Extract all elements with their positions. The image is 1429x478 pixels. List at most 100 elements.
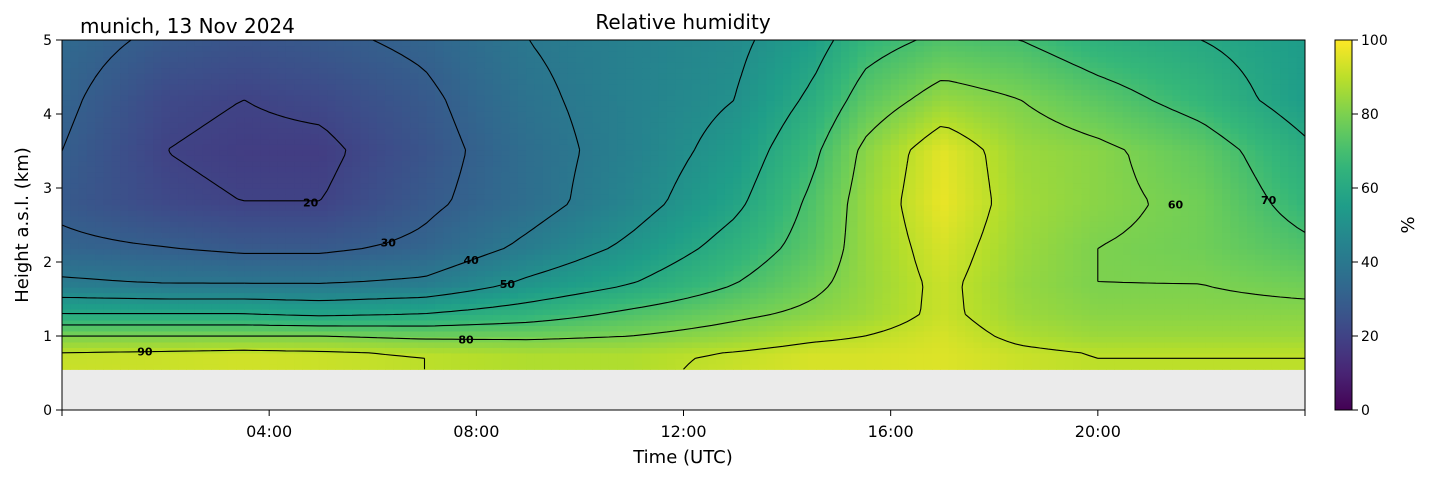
heat-cell [1288,341,1298,348]
heat-cell [683,336,693,343]
heat-cell [849,319,859,326]
heat-cell [658,292,668,299]
heat-cell [1246,210,1256,217]
heat-cell [816,254,825,261]
heat-cell [1072,210,1082,217]
heat-cell [816,319,825,326]
heat-cell [1263,237,1273,244]
heat-cell [202,243,212,250]
heat-cell [111,297,121,305]
heat-cell [244,319,254,326]
heat-cell [749,286,759,294]
heat-cell [244,330,254,337]
heat-cell [401,243,411,250]
heat-cell [277,314,287,321]
heat-cell [898,193,908,200]
heat-cell [1023,308,1033,316]
heat-cell [285,182,295,189]
heat-cell [1147,308,1157,316]
heat-cell [186,358,196,365]
heat-cell [476,243,486,250]
heat-cell [1213,358,1223,365]
heat-cell [534,248,544,255]
heat-cell [625,226,635,233]
heat-cell [459,248,469,255]
heat-cell [567,270,577,277]
heat-cell [898,270,908,277]
heat-cell [285,292,295,299]
heat-cell [882,352,892,359]
heat-cell [1188,281,1198,288]
heat-cell [816,341,825,348]
heat-cell [774,292,784,299]
heat-cell [584,303,593,310]
heat-cell [211,265,221,272]
heat-cell [840,188,850,195]
heat-cell [219,199,229,206]
heat-cell [1097,292,1107,299]
heat-cell [111,193,121,200]
heat-cell [1271,270,1281,277]
heat-cell [335,347,345,354]
heat-cell [716,352,726,359]
heat-cell [1072,259,1082,266]
heat-cell [642,243,651,250]
heat-cell [1147,243,1157,250]
heat-cell [981,243,991,250]
heat-cell [526,204,535,211]
heat-cell [724,188,734,195]
heat-cell [269,325,279,332]
heat-cell [227,276,237,283]
heat-cell [111,352,121,359]
heat-cell [716,193,726,200]
heat-cell [1064,347,1074,354]
heat-cell [981,210,991,217]
heat-cell [766,259,776,266]
heat-cell [857,330,867,337]
heat-cell [1188,243,1198,250]
heat-cell [285,188,295,195]
heat-cell [144,210,154,217]
heat-cell [658,243,668,250]
heat-cell [650,330,660,337]
heat-cell [1006,276,1016,283]
heat-cell [584,204,593,211]
heat-cell [1064,308,1074,316]
heat-cell [708,237,718,244]
heat-cell [343,319,353,326]
heat-cell [1288,314,1298,321]
heat-cell [169,243,179,250]
heat-cell [186,248,196,255]
heat-cell [932,232,941,239]
heat-cell [1230,226,1240,233]
heat-cell [1222,276,1232,283]
heat-cell [418,314,428,321]
heat-cell [956,226,966,233]
heat-cell [186,182,196,189]
heat-cell [1164,221,1174,228]
heat-cell [78,319,88,326]
heat-cell [600,286,610,294]
heat-cell [459,226,469,233]
heat-cell [202,341,212,348]
heat-cell [807,341,817,348]
heat-cell [70,188,80,195]
heat-cell [973,265,983,272]
heat-cell [318,314,328,321]
heat-cell [973,281,983,288]
heat-cell [1222,281,1232,288]
heat-cell [343,286,353,294]
heat-cell [907,188,917,195]
heat-cell [923,193,933,200]
heat-cell [733,265,743,272]
heat-cell [526,352,535,359]
heat-cell [990,254,999,261]
heat-cell [517,270,527,277]
heat-cell [1139,204,1149,211]
heat-cell [368,270,378,277]
heat-cell [791,254,801,261]
heat-cell [625,319,635,326]
heat-cell [625,259,635,266]
heat-cell [1222,270,1232,277]
heat-cell [1023,303,1033,310]
